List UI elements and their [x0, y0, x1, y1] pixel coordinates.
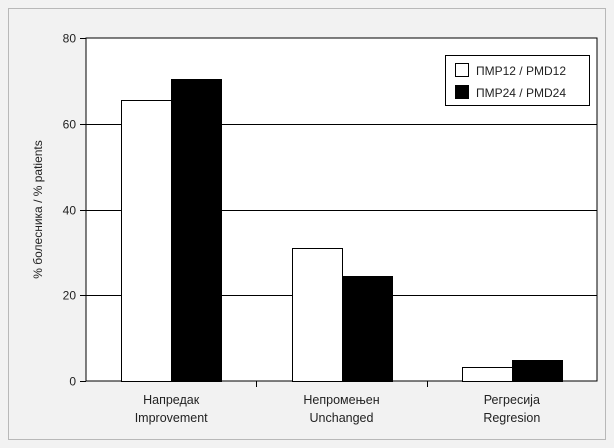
- y-tick-label-60: 60: [63, 118, 77, 132]
- y-axis-title: % болесника / % patients: [31, 140, 45, 279]
- bars: [121, 79, 563, 382]
- legend: ПМР12 / PMD12 ПМР24 / PMD24: [445, 55, 590, 106]
- x-category-label-1-line-1: Напредак: [143, 393, 200, 407]
- figure-frame: [8, 8, 606, 440]
- bar-2-cat-2: [342, 276, 393, 382]
- bar-1-cat-2: [292, 248, 343, 382]
- bar-1-cat-1: [121, 100, 172, 382]
- x-category-label-2-line-1: Непромењен: [303, 393, 379, 407]
- y-tick-label-20: 20: [63, 289, 77, 303]
- axes: [80, 38, 428, 387]
- y-tick-label-0: 0: [69, 375, 76, 389]
- legend-box: [445, 55, 590, 106]
- x-category-label-2-line-2: Unchanged: [310, 411, 374, 425]
- y-tick-label-40: 40: [63, 204, 77, 218]
- x-category-label-3-line-1: Регресија: [484, 393, 540, 407]
- x-category-labels: Напредак Improvement Непромењен Unchanged Ре…: [135, 393, 541, 425]
- bar-2-cat-1: [171, 79, 222, 382]
- x-category-label-3-line-2: Regresion: [483, 411, 540, 425]
- y-tick-labels: 0 20 40 60 80: [63, 32, 77, 389]
- legend-swatch-2: [455, 85, 469, 99]
- legend-label-1: ПМР12 / PMD12: [476, 64, 566, 78]
- bar-2-cat-3: [512, 360, 563, 382]
- bar-1-cat-3: [462, 367, 513, 382]
- x-category-label-1-line-2: Improvement: [135, 411, 208, 425]
- legend-label-2: ПМР24 / PMD24: [476, 86, 566, 100]
- y-tick-label-80: 80: [63, 32, 77, 46]
- legend-swatch-1: [455, 63, 469, 77]
